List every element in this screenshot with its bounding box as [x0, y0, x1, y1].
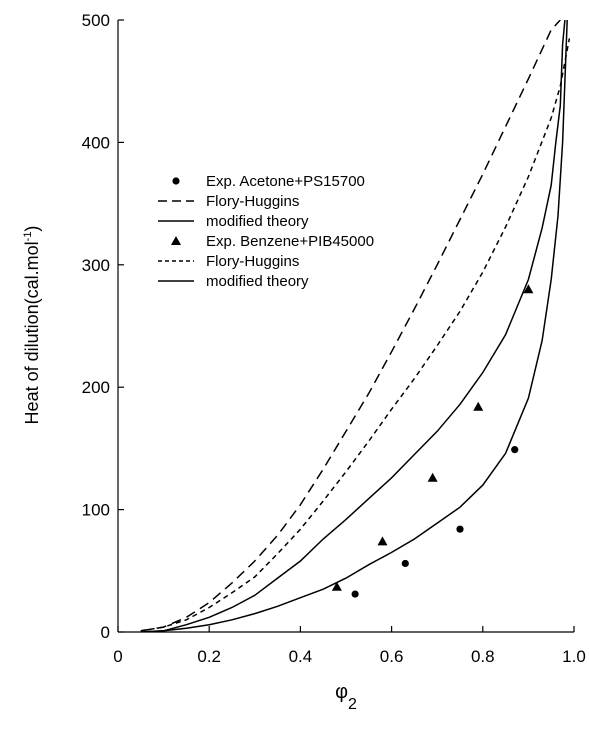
x-tick-label: 0.8 [471, 647, 495, 666]
legend-label: modified theory [206, 213, 309, 230]
data-point-3 [473, 401, 484, 411]
legend: Exp. Acetone+PS15700 Flory-Huggins modifie… [158, 173, 374, 290]
legend-item: Flory-Huggins [158, 253, 299, 270]
data-point-3 [427, 472, 438, 482]
legend-label: modified theory [206, 273, 309, 290]
series-line-1 [140, 20, 561, 632]
legend-item: modified theory [158, 213, 309, 230]
data-point-0 [456, 525, 464, 533]
legend-item: Exp. Benzene+PIB45000 [171, 233, 374, 250]
y-axis-title-main: Heat of dilution(cal.mol [22, 241, 42, 424]
series-line-2 [140, 20, 568, 632]
data-point-3 [523, 284, 534, 294]
data-point-0 [401, 559, 409, 568]
y-axis-title-sup: -1 [22, 232, 34, 242]
x-axis-title-sub: 2 [348, 696, 357, 713]
legend-item: modified theory [158, 273, 309, 290]
y-tick-label: 200 [82, 378, 110, 397]
x-axis-title: φ2 [335, 681, 357, 713]
x-tick-label: 0.4 [289, 647, 313, 666]
legend-item: Exp. Acetone+PS15700 [172, 173, 365, 190]
y-tick-label: 400 [82, 133, 110, 152]
y-tick-label: 500 [82, 11, 110, 30]
legend-marker [172, 177, 180, 185]
x-tick-label: 0.6 [380, 647, 404, 666]
legend-label: Flory-Huggins [206, 253, 299, 270]
data-point-3 [377, 536, 388, 546]
x-axis-title-main: φ [335, 681, 348, 703]
y-tick-label: 0 [101, 623, 110, 642]
y-axis-title-close: ) [22, 226, 42, 232]
y-tick-label: 300 [82, 256, 110, 275]
legend-label: Flory-Huggins [206, 193, 299, 210]
series-line-4 [140, 38, 571, 632]
x-tick-label: 0 [113, 647, 122, 666]
data-point-0 [511, 446, 519, 454]
y-axis-title: Heat of dilution(cal.mol-1) [22, 226, 42, 425]
x-tick-label: 1.0 [562, 647, 586, 666]
legend-marker [171, 236, 181, 245]
axes [117, 20, 574, 633]
series-lines [140, 20, 571, 632]
ticks: 0 100 200 300 400 500 0 0.2 0.4 0.6 0.8 1.0 [82, 11, 586, 666]
data-point-0 [351, 590, 359, 598]
x-tick-label: 0.2 [197, 647, 221, 666]
y-tick-label: 100 [82, 501, 110, 520]
legend-label: Exp. Benzene+PIB45000 [206, 233, 374, 250]
legend-item: Flory-Huggins [158, 193, 299, 210]
legend-label: Exp. Acetone+PS15700 [206, 173, 365, 190]
series-points [331, 284, 534, 598]
series-line-5 [140, 20, 566, 632]
data-point-3 [331, 581, 342, 591]
